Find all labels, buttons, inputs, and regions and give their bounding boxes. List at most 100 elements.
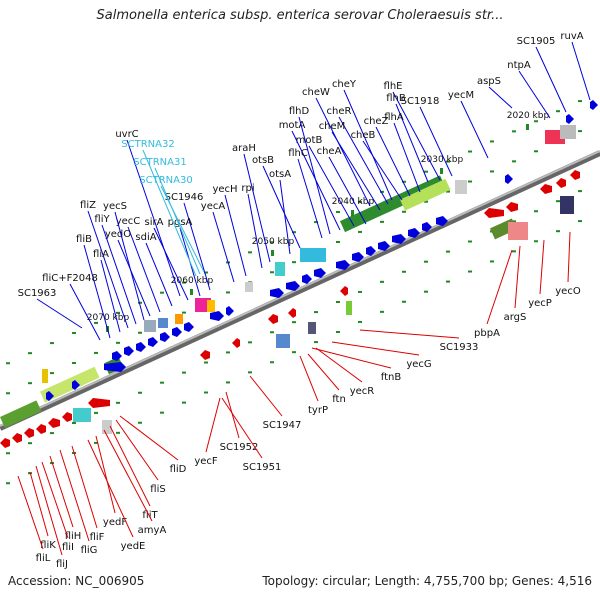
reverse-gene-arrow [484, 208, 504, 218]
reverse-gene-arrow [0, 438, 10, 448]
forward-gene-label: yecA [201, 201, 226, 212]
forward-gene-label-leader [338, 116, 389, 205]
forward-gene-label: araH [232, 143, 256, 154]
track-dot [512, 130, 516, 133]
track-dot [512, 160, 516, 163]
forward-gene-arrow [422, 222, 432, 232]
forward-gene-label-leader [419, 106, 453, 177]
reverse-gene-leader [539, 239, 545, 295]
track-dot [226, 291, 230, 294]
track-dot [446, 190, 450, 193]
reverse-gene-label: fliK [40, 540, 56, 551]
forward-gene-label: fliZ [80, 200, 96, 211]
kbp-label: 2020 kbp [507, 111, 550, 121]
forward-gene-label-leader [101, 224, 137, 325]
track-dot [402, 180, 406, 183]
forward-gene-label: flhC [288, 148, 308, 159]
forward-gene-label: aspS [477, 76, 501, 87]
forward-gene-arrow [226, 306, 234, 316]
forward-gene-label-leader [328, 156, 367, 225]
reverse-gene-leader [221, 397, 263, 459]
reverse-gene-leader [311, 347, 392, 369]
feature-box [42, 369, 48, 383]
reverse-gene-arrow [556, 178, 566, 188]
forward-gene-label: SC1946 [165, 192, 204, 203]
reverse-gene-leader [119, 415, 179, 461]
track-dot [314, 311, 318, 314]
track-dot [6, 482, 10, 485]
track-dot [138, 391, 142, 394]
track-dot [380, 190, 384, 193]
forward-gene-arrow [72, 380, 80, 390]
map-title: Salmonella enterica subsp. enterica sero… [96, 8, 504, 23]
reverse-gene-arrow [540, 184, 552, 194]
forward-gene-arrow [172, 327, 182, 337]
forward-gene-label-leader [117, 239, 151, 317]
feature-box [300, 248, 326, 262]
track-dot [468, 240, 472, 243]
forward-gene-label: cheB [351, 130, 376, 141]
forward-gene-arrow [148, 337, 158, 347]
track-dot [336, 241, 340, 244]
forward-gene-label: yecS [103, 201, 127, 212]
reverse-gene-label: SC1951 [243, 462, 282, 473]
reverse-gene-leader [103, 429, 153, 522]
track-dot [424, 290, 428, 293]
track-dot [94, 321, 98, 324]
forward-gene-label-leader [243, 153, 271, 263]
track-dot [204, 271, 208, 274]
backbone-line [0, 150, 600, 431]
feature-box [455, 180, 467, 194]
forward-gene-label-leader [114, 211, 145, 321]
track-dot [226, 351, 230, 354]
reverse-gene-leader [87, 439, 134, 538]
track-dot [358, 320, 362, 323]
forward-gene-arrow [336, 260, 350, 270]
forward-gene-label-leader [298, 116, 331, 235]
track-dot [446, 160, 450, 163]
feature-box [346, 301, 352, 315]
forward-gene-label-leader [518, 70, 551, 119]
track-dot [292, 351, 296, 354]
reverse-gene-leader [71, 445, 98, 529]
track-dot [6, 392, 10, 395]
forward-gene-label-leader [83, 244, 111, 339]
genome-summary: Topology: circular; Length: 4,755,700 bp… [262, 574, 592, 588]
reverse-gene-arrow [36, 424, 46, 434]
forward-gene-label-leader [362, 140, 403, 201]
feature-box [275, 262, 285, 276]
track-dot [94, 351, 98, 354]
forward-gene-label: motA [279, 120, 306, 131]
track-dot [380, 220, 384, 223]
feature-box [102, 420, 112, 434]
reverse-gene-label: fliH [65, 531, 82, 542]
track-dot [72, 422, 76, 425]
reverse-gene-leader [299, 355, 319, 402]
forward-gene-arrow [590, 100, 598, 110]
track-dot [534, 210, 538, 213]
reverse-gene-leader [29, 471, 49, 537]
forward-gene-arrow [505, 174, 513, 184]
track-dot [336, 301, 340, 304]
forward-gene-arrow [286, 281, 300, 291]
reverse-gene-arrow [48, 418, 60, 428]
track-dot [28, 382, 32, 385]
reverse-gene-label: yecG [406, 359, 431, 370]
forward-gene-arrow [46, 391, 54, 401]
feature-box [560, 125, 576, 139]
forward-gene-arrow [352, 252, 364, 262]
reverse-gene-leader [205, 397, 221, 453]
forward-gene-label-leader [488, 86, 513, 109]
kbp-tick [351, 210, 354, 216]
track-dot [50, 432, 54, 435]
forward-gene-label: fliC+F2048 [42, 273, 98, 284]
kbp-tick [440, 168, 443, 174]
forward-gene-label-leader [460, 100, 489, 159]
forward-gene-label: pgsA [168, 217, 193, 228]
track-dot [160, 411, 164, 414]
reverse-gene-leader [59, 449, 90, 542]
track-dot [248, 251, 252, 254]
reverse-gene-label: yecO [555, 286, 581, 297]
forward-gene-label: sdiA [135, 232, 156, 243]
